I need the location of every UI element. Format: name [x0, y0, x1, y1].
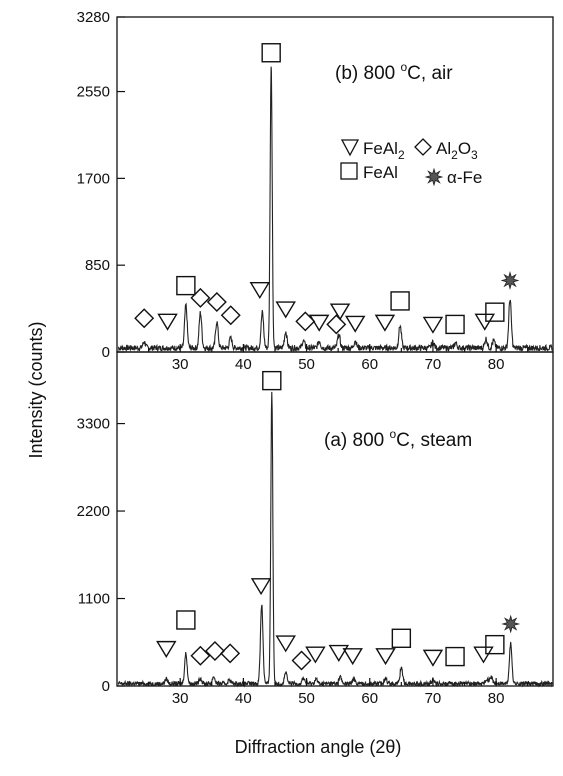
x-tick-label: 80	[488, 356, 505, 373]
panel-a-diamond-marker	[220, 643, 241, 664]
legend-item-feal: FeAl	[340, 162, 398, 182]
x-axis-title: Diffraction angle (2θ)	[235, 737, 402, 757]
panel-b-trace	[117, 66, 553, 353]
panel-b-triangle-down-marker	[374, 314, 396, 332]
x-tick-label: 40	[235, 690, 252, 707]
legend-label-feal2: FeAl2	[363, 139, 405, 162]
phase-markers	[134, 43, 521, 671]
y-tick-label: 0	[102, 344, 110, 361]
x-tick-label: 70	[425, 356, 442, 373]
y-tick-label: 3300	[77, 416, 110, 433]
panel-a-triangle-down-marker	[305, 646, 326, 664]
panel-frames	[116, 16, 554, 687]
x-tick-label: 30	[172, 356, 189, 373]
x-tick-label: 60	[361, 690, 378, 707]
x-tick-label: 50	[298, 356, 315, 373]
panel-a-triangle-down-marker	[375, 648, 396, 666]
legend-item-al2o3: Al2O3	[414, 138, 478, 162]
panel-b-triangle-down-marker	[344, 315, 366, 333]
y-tick-label: 0	[102, 678, 110, 695]
x-tick-label: 40	[235, 356, 252, 373]
panel-a-triangle-down-marker	[275, 635, 296, 653]
legend-item-alpha-fe: α-Fe	[424, 167, 482, 187]
panel-b-square-marker	[445, 314, 465, 335]
y-axis-title: Intensity (counts)	[26, 321, 46, 458]
panel-b-square-marker	[485, 302, 505, 322]
legend-square-marker	[340, 162, 358, 180]
panel-a-triangle-down-marker	[328, 644, 350, 662]
panel-b-diamond-marker	[206, 291, 227, 312]
legend-star-shape	[424, 167, 444, 187]
legend-triangle-marker	[340, 139, 360, 157]
diffraction-traces	[117, 66, 553, 688]
panel-b-star-marker	[500, 271, 520, 290]
panel-b-square-marker	[176, 275, 196, 296]
panel-b-triangle-down-marker	[308, 314, 330, 332]
y-tick-label: 1100	[78, 591, 110, 608]
panel-a-square-marker	[176, 610, 196, 630]
panel-a-triangle-down-marker	[250, 578, 272, 596]
panel-b-diamond-marker	[190, 287, 211, 308]
panel-a-square-marker	[445, 646, 465, 667]
panel-b-square-marker	[390, 291, 410, 311]
y-tick-label: 2200	[77, 503, 110, 520]
legend-label-alpha-fe: α-Fe	[447, 168, 482, 187]
axis-ticks: 0 850 1700 2550 3280 30 40 50 60 70 80 0 1100 2200 330…	[77, 9, 529, 707]
panel-a-label: (a) 800 oC, steam	[324, 427, 472, 451]
legend-diamond-marker	[414, 138, 432, 156]
panel-b-triangle-down-marker	[249, 281, 271, 300]
panel-a-square-marker	[391, 628, 412, 648]
x-tick-label: 50	[298, 690, 315, 707]
x-tick-label: 60	[361, 356, 378, 373]
panel-b-square-marker	[261, 43, 281, 63]
panel-b-label: (b) 800 oC, air	[335, 60, 453, 84]
panel-a-triangle-down-marker	[156, 640, 177, 658]
legend: FeAl2 Al2O3 FeAl α-Fe	[340, 138, 482, 187]
panel-a-triangle-down-marker	[342, 648, 363, 666]
x-tick-label: 70	[425, 690, 442, 707]
panel-a-triangle-down-marker	[422, 649, 444, 667]
panel-b-triangle-down-marker	[275, 301, 296, 319]
panel-a-frame	[116, 351, 554, 687]
legend-label-feal: FeAl	[363, 163, 398, 182]
panel-a-square-marker	[262, 370, 282, 391]
panel-b-diamond-marker	[220, 305, 241, 326]
panel-b-diamond-marker	[326, 314, 347, 335]
panel-b-triangle-down-marker	[329, 303, 351, 321]
legend-label-al2o3: Al2O3	[436, 139, 478, 162]
y-tick-label: 2550	[77, 84, 110, 101]
y-tick-label: 3280	[77, 9, 110, 26]
y-tick-label: 1700	[77, 170, 110, 187]
panel-a-diamond-marker	[291, 650, 312, 671]
panel-b-diamond-marker	[134, 308, 155, 329]
legend-star-marker	[424, 167, 444, 187]
panel-a-diamond-marker	[190, 645, 211, 666]
y-tick-label: 850	[85, 257, 110, 274]
panel-a-diamond-marker	[204, 641, 225, 661]
panel-b-triangle-down-marker	[422, 316, 444, 334]
panel-a-triangle-down-marker	[473, 646, 494, 664]
x-tick-label: 30	[172, 690, 189, 707]
panel-a-square-marker	[485, 634, 505, 655]
legend-item-feal2: FeAl2	[340, 139, 405, 162]
x-tick-label: 80	[488, 690, 505, 707]
panel-a-trace	[117, 391, 553, 688]
panel-a-star-marker	[501, 614, 521, 634]
panel-b-triangle-down-marker	[157, 313, 178, 331]
